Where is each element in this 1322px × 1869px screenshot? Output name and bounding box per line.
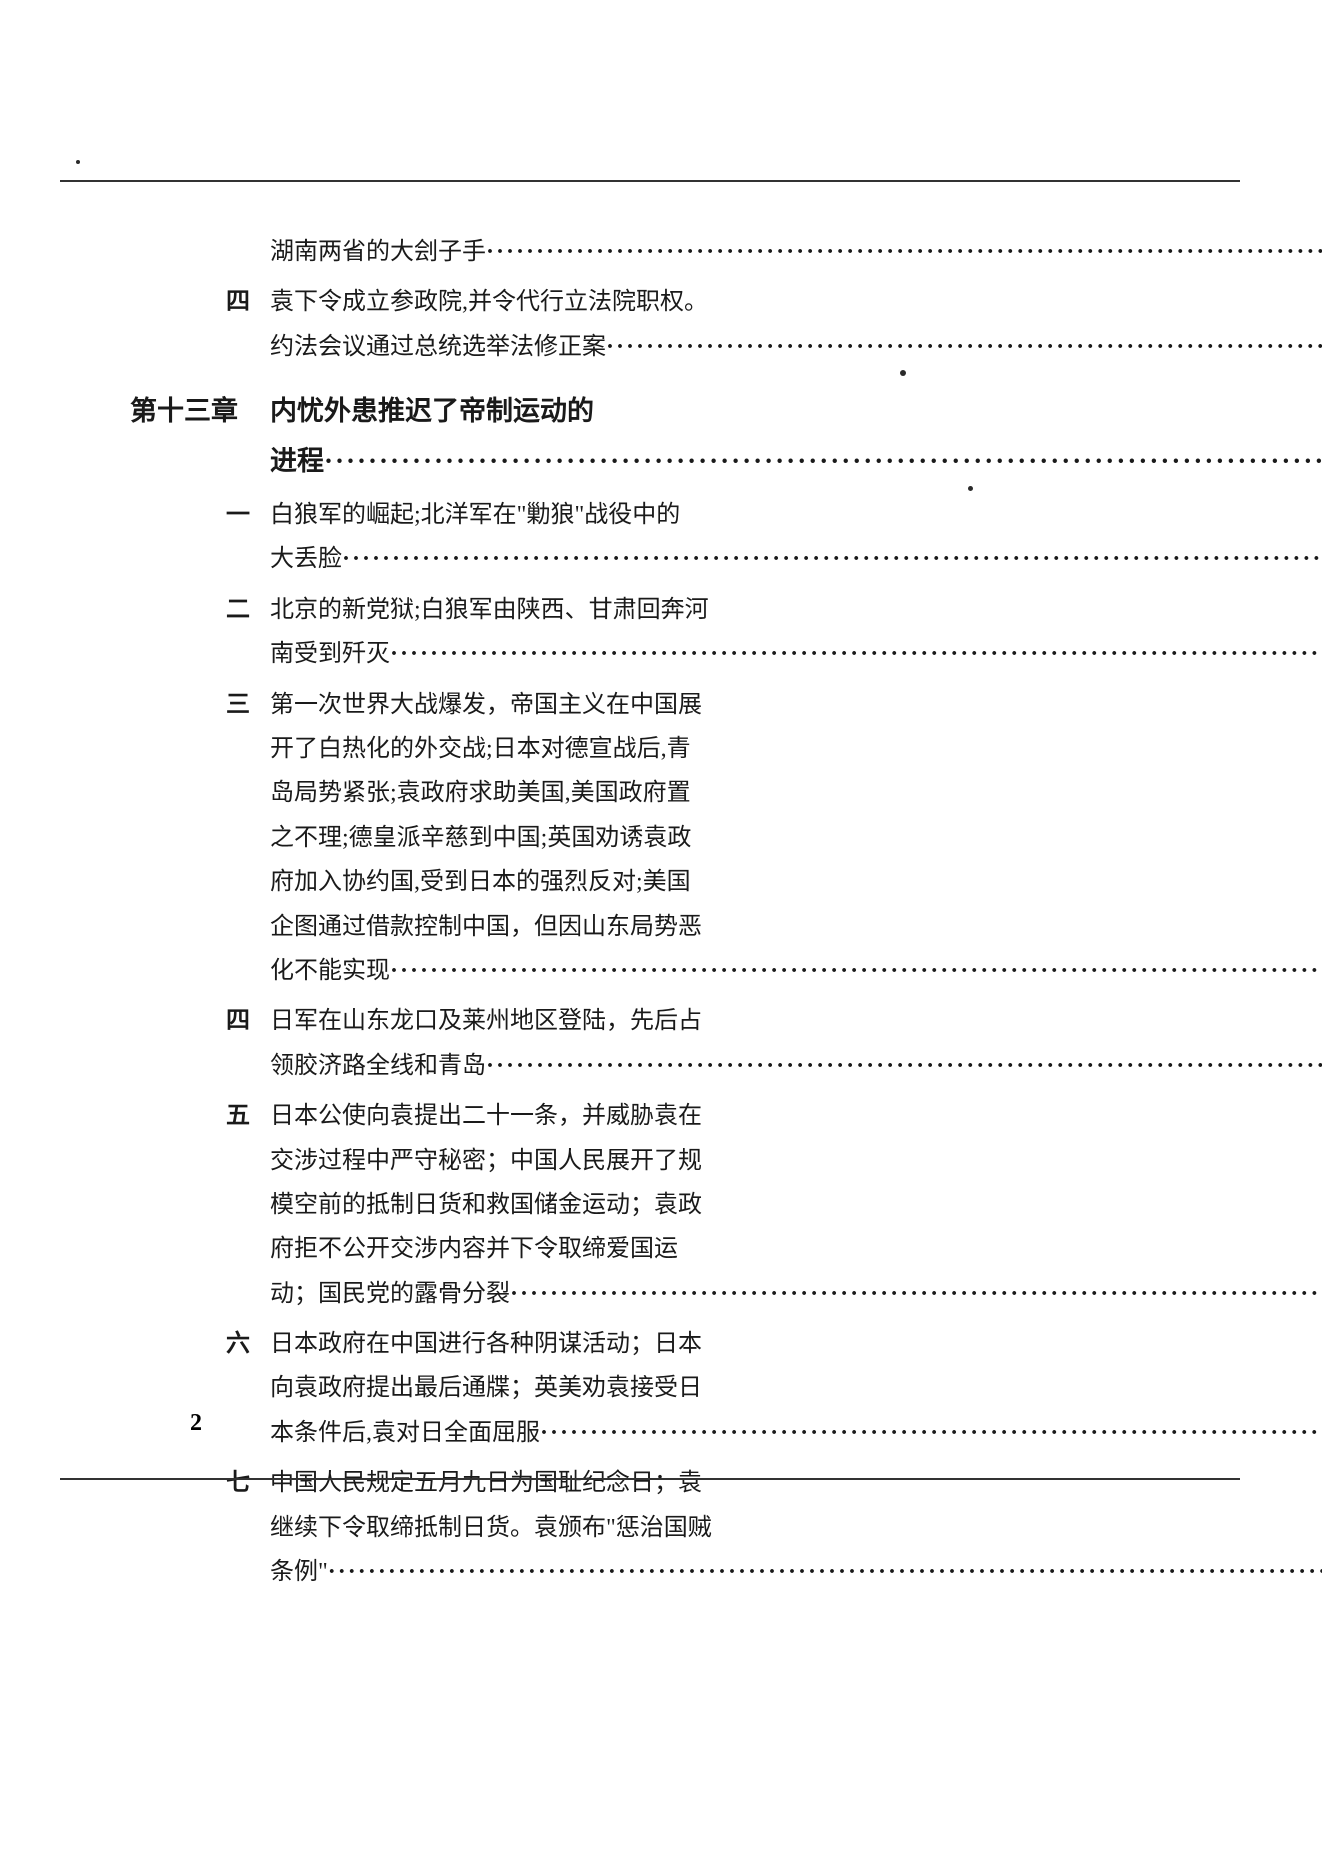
- entry-text: 大丢脸: [270, 537, 342, 581]
- entry-lastline: 南受到歼灭42: [270, 632, 1322, 676]
- entry-number: 六: [190, 1322, 270, 1455]
- entry-line: 日本公使向袁提出二十一条，并威胁袁在: [270, 1094, 1322, 1138]
- entry-text: 约法会议通过总统选举法修正案: [270, 325, 606, 369]
- entry-line: 白狼军的崛起;北洋军在"勦狼"战役中的: [270, 493, 1322, 537]
- leader-dots: [540, 1411, 1322, 1455]
- toc-entry: 六日本政府在中国进行各种阴谋活动；日本向袁政府提出最后通牒；英美劝袁接受日本条件…: [190, 1322, 950, 1455]
- entry-lastline: 约法会议通过总统选举法修正案33: [270, 325, 1322, 369]
- entry-text: 化不能实现: [270, 949, 390, 993]
- entry-text: 领胶济路全线和青岛: [270, 1044, 486, 1088]
- entry-lastline: 动；国民党的露骨分裂54: [270, 1272, 1322, 1316]
- entry-number: 四: [190, 999, 270, 1088]
- entry-line: 模空前的抵制日货和救国储金运动；袁政: [270, 1183, 1322, 1227]
- entry-line: 交涉过程中严守秘密；中国人民展开了规: [270, 1139, 1322, 1183]
- leader-dots: [390, 632, 1322, 676]
- entry-line: 日本政府在中国进行各种阴谋活动；日本: [270, 1322, 1322, 1366]
- toc-entry: 二北京的新党狱;白狼军由陕西、甘肃回奔河南受到歼灭42: [190, 588, 950, 677]
- entry-lastline: 领胶济路全线和青岛51: [270, 1044, 1322, 1088]
- entry-body: 白狼军的崛起;北洋军在"勦狼"战役中的大丢脸38: [270, 493, 1322, 582]
- entry-body: 湖南两省的大刽子手29: [270, 230, 1322, 274]
- entry-number: 七: [190, 1461, 270, 1594]
- entry-body: 袁下令成立参政院,并令代行立法院职权。约法会议通过总统选举法修正案33: [270, 280, 1322, 369]
- toc-entry: 七中国人民规定五月九日为国耻纪念日；袁继续下令取缔抵制日货。袁颁布"惩治国贼条例…: [190, 1461, 950, 1594]
- leader-dots: [486, 1044, 1322, 1088]
- entry-line: 岛局势紧张;袁政府求助美国,美国政府置: [270, 771, 1322, 815]
- entry-text: 本条件后,袁对日全面屈服: [270, 1411, 540, 1455]
- toc-entry: 湖南两省的大刽子手29: [190, 230, 950, 274]
- entry-text: 条例": [270, 1550, 328, 1594]
- toc-entry: 五日本公使向袁提出二十一条，并威胁袁在交涉过程中严守秘密；中国人民展开了规模空前…: [190, 1094, 950, 1316]
- page-number: 2: [190, 1410, 202, 1437]
- entry-body: 中国人民规定五月九日为国耻纪念日；袁继续下令取缔抵制日货。袁颁布"惩治国贼条例"…: [270, 1461, 1322, 1594]
- toc-entry: 四日军在山东龙口及莱州地区登陆，先后占领胶济路全线和青岛51: [190, 999, 950, 1088]
- toc-page: 湖南两省的大刽子手29 四袁下令成立参政院,并令代行立法院职权。约法会议通过总统选…: [190, 230, 950, 1600]
- entry-number: 二: [190, 588, 270, 677]
- entry-line: 继续下令取缔抵制日货。袁颁布"惩治国贼: [270, 1506, 1322, 1550]
- speck: [968, 486, 973, 491]
- chapter-title-last: 进程: [270, 437, 324, 487]
- leader-dots: [342, 537, 1322, 581]
- entry-line: 企图通过借款控制中国，但因山东局势恶: [270, 905, 1322, 949]
- leader-dots: [324, 437, 1322, 487]
- entry-line: 中国人民规定五月九日为国耻纪念日；袁: [270, 1461, 1322, 1505]
- entry-line: 第一次世界大战爆发，帝国主义在中国展: [270, 683, 1322, 727]
- entry-line: 日军在山东龙口及莱州地区登陆，先后占: [270, 999, 1322, 1043]
- entry-number: [190, 230, 270, 274]
- entry-text: 湖南两省的大刽子手: [270, 230, 486, 274]
- entry-body: 日本公使向袁提出二十一条，并威胁袁在交涉过程中严守秘密；中国人民展开了规模空前的…: [270, 1094, 1322, 1316]
- leader-dots: [390, 949, 1322, 993]
- entry-body: 北京的新党狱;白狼军由陕西、甘肃回奔河南受到歼灭42: [270, 588, 1322, 677]
- toc-entry: 一白狼军的崛起;北洋军在"勦狼"战役中的大丢脸38: [190, 493, 950, 582]
- toc-entry: 四袁下令成立参政院,并令代行立法院职权。约法会议通过总统选举法修正案33: [190, 280, 950, 369]
- entry-line: 府拒不公开交涉内容并下令取缔爱国运: [270, 1227, 1322, 1271]
- entry-lastline: 湖南两省的大刽子手29: [270, 230, 1322, 274]
- chapter-title-line: 内忧外患推迟了帝制运动的: [270, 387, 1322, 437]
- top-rule: [60, 180, 1240, 182]
- chapter-label: 第十三章: [130, 387, 270, 487]
- entry-line: 府加入协约国,受到日本的强烈反对;美国: [270, 860, 1322, 904]
- toc-entry: 三第一次世界大战爆发，帝国主义在中国展开了白热化的外交战;日本对德宣战后,青岛局…: [190, 683, 950, 994]
- entry-number: 三: [190, 683, 270, 994]
- entry-line: 北京的新党狱;白狼军由陕西、甘肃回奔河: [270, 588, 1322, 632]
- entry-line: 向袁政府提出最后通牒；英美劝袁接受日: [270, 1366, 1322, 1410]
- entry-line: 开了白热化的外交战;日本对德宣战后,青: [270, 727, 1322, 771]
- entry-body: 日军在山东龙口及莱州地区登陆，先后占领胶济路全线和青岛51: [270, 999, 1322, 1088]
- entry-body: 日本政府在中国进行各种阴谋活动；日本向袁政府提出最后通牒；英美劝袁接受日本条件后…: [270, 1322, 1322, 1455]
- entry-line: 袁下令成立参政院,并令代行立法院职权。: [270, 280, 1322, 324]
- entry-text: 南受到歼灭: [270, 632, 390, 676]
- leader-dots: [486, 230, 1322, 274]
- bottom-rule: [60, 1478, 1240, 1480]
- leader-dots: [328, 1550, 1322, 1594]
- entry-body: 第一次世界大战爆发，帝国主义在中国展开了白热化的外交战;日本对德宣战后,青岛局势…: [270, 683, 1322, 994]
- leader-dots: [510, 1272, 1322, 1316]
- entry-lastline: 大丢脸38: [270, 537, 1322, 581]
- entry-line: 之不理;德皇派辛慈到中国;英国劝诱袁政: [270, 816, 1322, 860]
- chapter-heading: 第十三章 内忧外患推迟了帝制运动的 进程 38: [190, 387, 950, 487]
- entry-number: 一: [190, 493, 270, 582]
- entry-lastline: 化不能实现46: [270, 949, 1322, 993]
- entry-lastline: 条例"64: [270, 1550, 1322, 1594]
- entry-text: 动；国民党的露骨分裂: [270, 1272, 510, 1316]
- entry-number: 四: [190, 280, 270, 369]
- entry-number: 五: [190, 1094, 270, 1316]
- leader-dots: [606, 325, 1322, 369]
- speck: [76, 160, 80, 164]
- entry-lastline: 本条件后,袁对日全面屈服59: [270, 1411, 1322, 1455]
- speck: [900, 370, 906, 376]
